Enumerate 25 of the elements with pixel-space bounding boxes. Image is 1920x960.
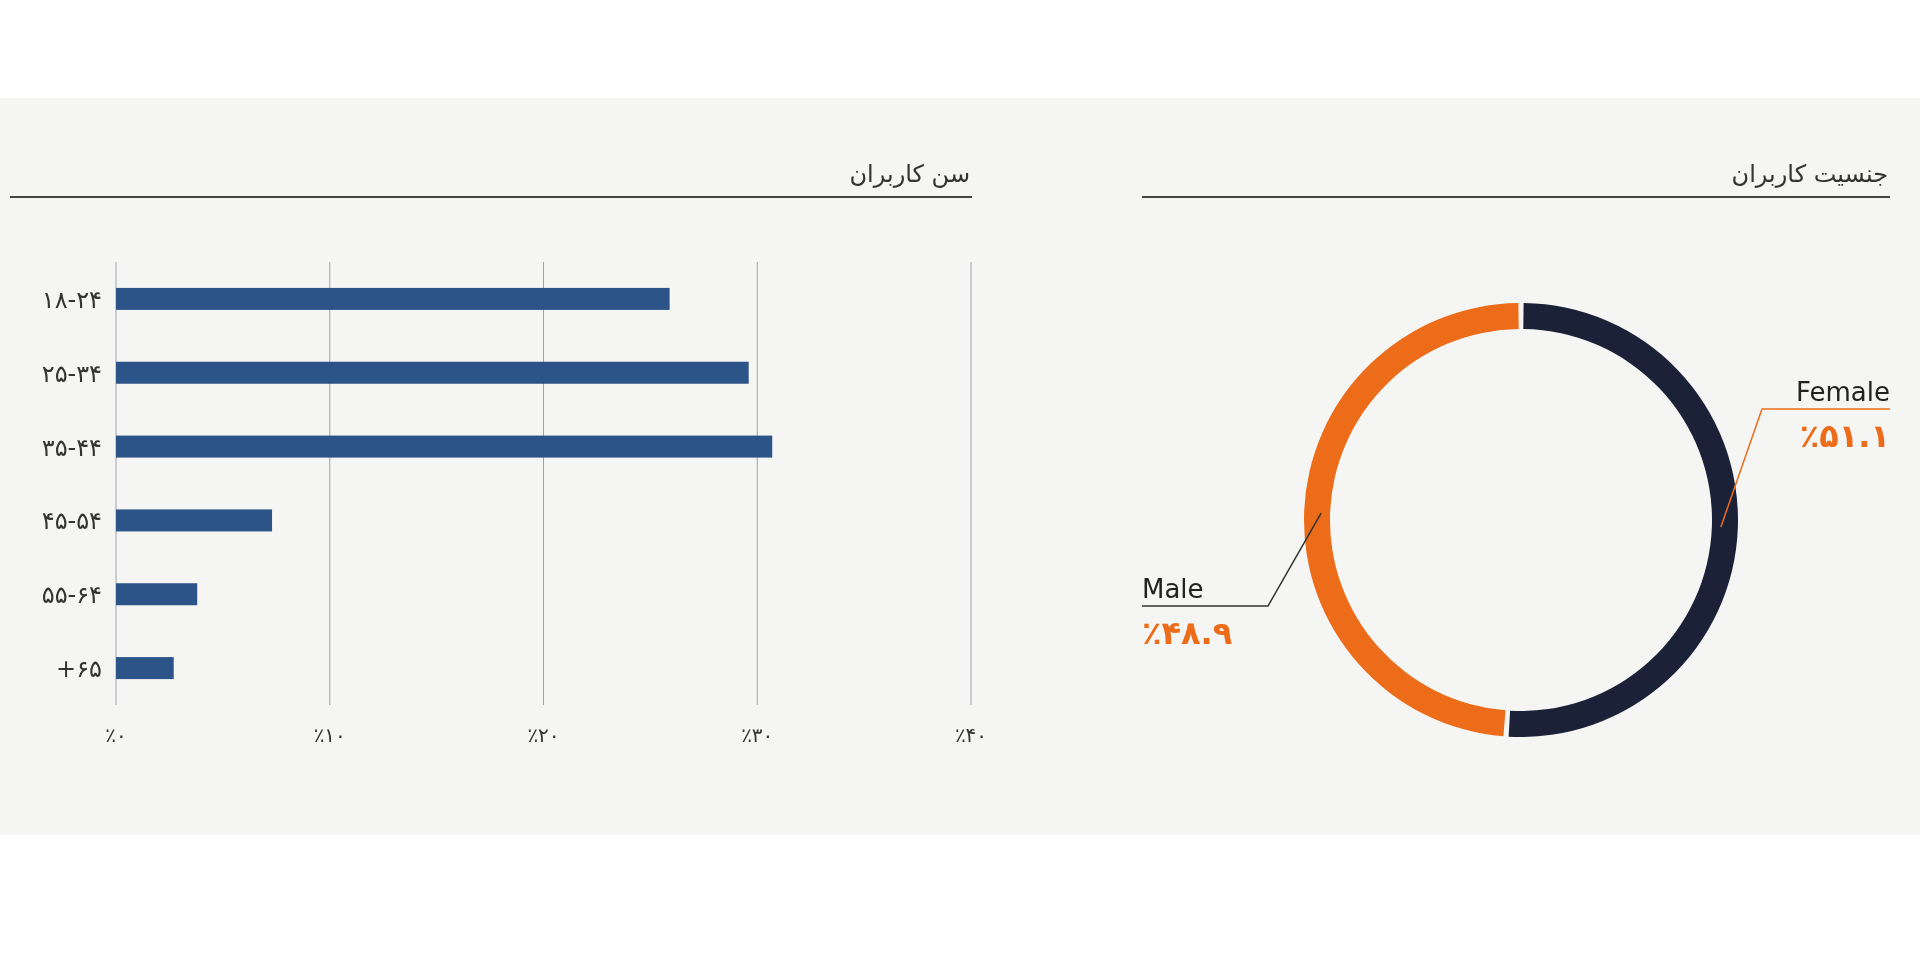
y-tick-label: ۱۸-۲۴ — [41, 285, 102, 314]
x-tick-label: ٪۲۰ — [527, 723, 560, 747]
y-tick-label: ۵۵-۶۴ — [41, 581, 102, 610]
slice-label: Female — [1795, 377, 1890, 407]
x-tick-label: ٪۳۰ — [741, 723, 774, 747]
y-tick-label: +۶۵ — [56, 655, 102, 684]
bar — [116, 657, 174, 680]
donut-slice — [1304, 303, 1519, 737]
y-tick-label: ۴۵-۵۴ — [41, 507, 102, 536]
data-label: ٪۴۸.۹ — [1142, 614, 1233, 652]
bar — [116, 583, 198, 606]
slice-label: Male — [1142, 574, 1204, 604]
bar — [116, 435, 773, 458]
y-tick-label: ۳۵-۴۴ — [41, 433, 102, 462]
x-tick-label: ٪۱۰ — [313, 723, 346, 747]
data-label: ٪۵۱.۱ — [1799, 417, 1890, 455]
y-tick-label: ۲۵-۳۴ — [41, 359, 102, 388]
bar — [116, 361, 749, 384]
x-tick-label: ٪۴۰ — [954, 723, 988, 747]
donut-slice — [1508, 303, 1738, 737]
x-tick-label: ٪۰ — [105, 723, 127, 747]
bar — [116, 287, 670, 310]
chart-title: سن کاربران — [849, 160, 970, 188]
chart-title: جنسیت کاربران — [1731, 160, 1888, 188]
bar — [116, 509, 273, 532]
